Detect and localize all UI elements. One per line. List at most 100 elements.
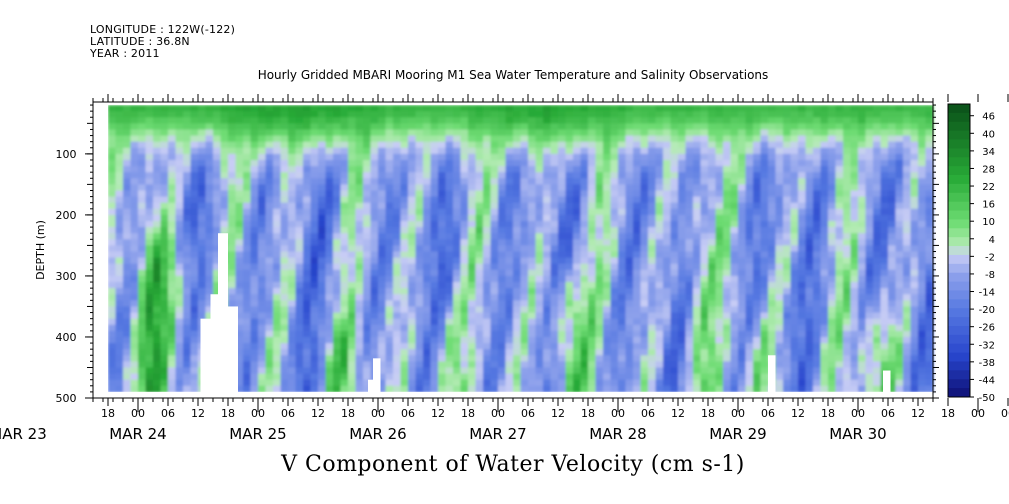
field-cell: [760, 343, 769, 350]
field-cell: [670, 300, 679, 308]
field-cell: [730, 275, 739, 283]
field-cell: [168, 379, 177, 387]
field-cell: [610, 373, 619, 381]
field-cell: [640, 324, 649, 332]
field-cell: [565, 141, 574, 149]
field-cell: [235, 221, 244, 228]
field-cell: [775, 172, 784, 179]
field-cell: [655, 141, 664, 149]
field-cell: [730, 355, 739, 362]
field-cell: [843, 233, 852, 240]
field-cell: [438, 184, 447, 192]
field-cell: [258, 355, 267, 362]
field-cell: [108, 135, 117, 143]
field-cell: [460, 343, 469, 350]
field-cell: [490, 147, 499, 155]
field-cell: [250, 269, 259, 277]
field-cell: [528, 147, 537, 155]
field-cell: [745, 221, 754, 228]
field-cell: [198, 135, 207, 143]
field-cell: [565, 233, 574, 240]
field-cell: [580, 367, 589, 375]
field-cell: [745, 184, 754, 192]
field-cell: [565, 263, 574, 271]
field-cell: [258, 282, 267, 289]
field-cell: [138, 312, 147, 320]
field-cell: [805, 178, 814, 185]
field-cell: [198, 160, 207, 167]
field-cell: [183, 257, 192, 265]
field-cell: [130, 141, 139, 149]
field-cell: [123, 233, 132, 240]
field-cell: [790, 379, 799, 387]
field-cell: [378, 105, 387, 112]
field-cell: [280, 312, 289, 320]
field-cell: [408, 324, 417, 332]
field-cell: [445, 337, 454, 344]
field-cell: [168, 263, 177, 271]
field-cell: [715, 178, 724, 185]
field-cell: [663, 373, 672, 381]
field-cell: [160, 300, 169, 308]
field-cell: [108, 221, 117, 228]
field-cell: [768, 288, 777, 295]
field-cell: [723, 123, 732, 131]
field-cell: [865, 312, 874, 320]
field-cell: [190, 275, 199, 283]
field-cell: [265, 330, 274, 338]
field-cell: [535, 147, 544, 155]
field-cell: [145, 239, 154, 246]
field-cell: [190, 184, 199, 192]
field-cell: [108, 294, 117, 301]
field-cell: [190, 147, 199, 155]
field-cell: [160, 343, 169, 350]
field-cell: [378, 355, 387, 362]
field-cell: [183, 160, 192, 167]
field-cell: [498, 306, 507, 314]
field-cell: [865, 172, 874, 179]
field-cell: [453, 105, 462, 112]
field-cell: [258, 361, 267, 369]
field-cell: [460, 141, 469, 149]
field-cell: [303, 160, 312, 167]
field-cell: [633, 221, 642, 228]
field-cell: [550, 233, 559, 240]
field-cell: [460, 135, 469, 143]
field-cell: [753, 263, 762, 271]
field-cell: [880, 318, 889, 326]
field-cell: [543, 153, 552, 161]
field-cell: [243, 312, 252, 320]
field-cell: [505, 257, 514, 265]
field-cell: [678, 282, 687, 289]
field-cell: [273, 172, 282, 179]
field-cell: [513, 123, 522, 131]
field-cell: [363, 117, 372, 124]
field-cell: [640, 233, 649, 240]
field-cell: [340, 172, 349, 179]
field-cell: [775, 361, 784, 369]
field-cell: [543, 184, 552, 192]
field-cell: [843, 263, 852, 271]
field-cell: [370, 275, 379, 283]
field-cell: [865, 361, 874, 369]
field-cell: [633, 153, 642, 161]
field-cell: [573, 111, 582, 118]
field-cell: [438, 245, 447, 253]
field-cell: [610, 135, 619, 143]
field-cell: [400, 123, 409, 131]
field-cell: [498, 355, 507, 362]
field-cell: [813, 135, 822, 143]
field-cell: [243, 111, 252, 118]
field-cell: [700, 251, 709, 259]
field-cell: [280, 318, 289, 326]
field-cell: [235, 330, 244, 338]
field-cell: [483, 349, 492, 356]
field-cell: [198, 288, 207, 295]
field-cell: [760, 178, 769, 185]
field-cell: [865, 257, 874, 265]
field-cell: [708, 184, 717, 192]
field-cell: [715, 190, 724, 198]
field-cell: [123, 379, 132, 387]
field-cell: [273, 141, 282, 149]
field-cell: [153, 184, 162, 192]
